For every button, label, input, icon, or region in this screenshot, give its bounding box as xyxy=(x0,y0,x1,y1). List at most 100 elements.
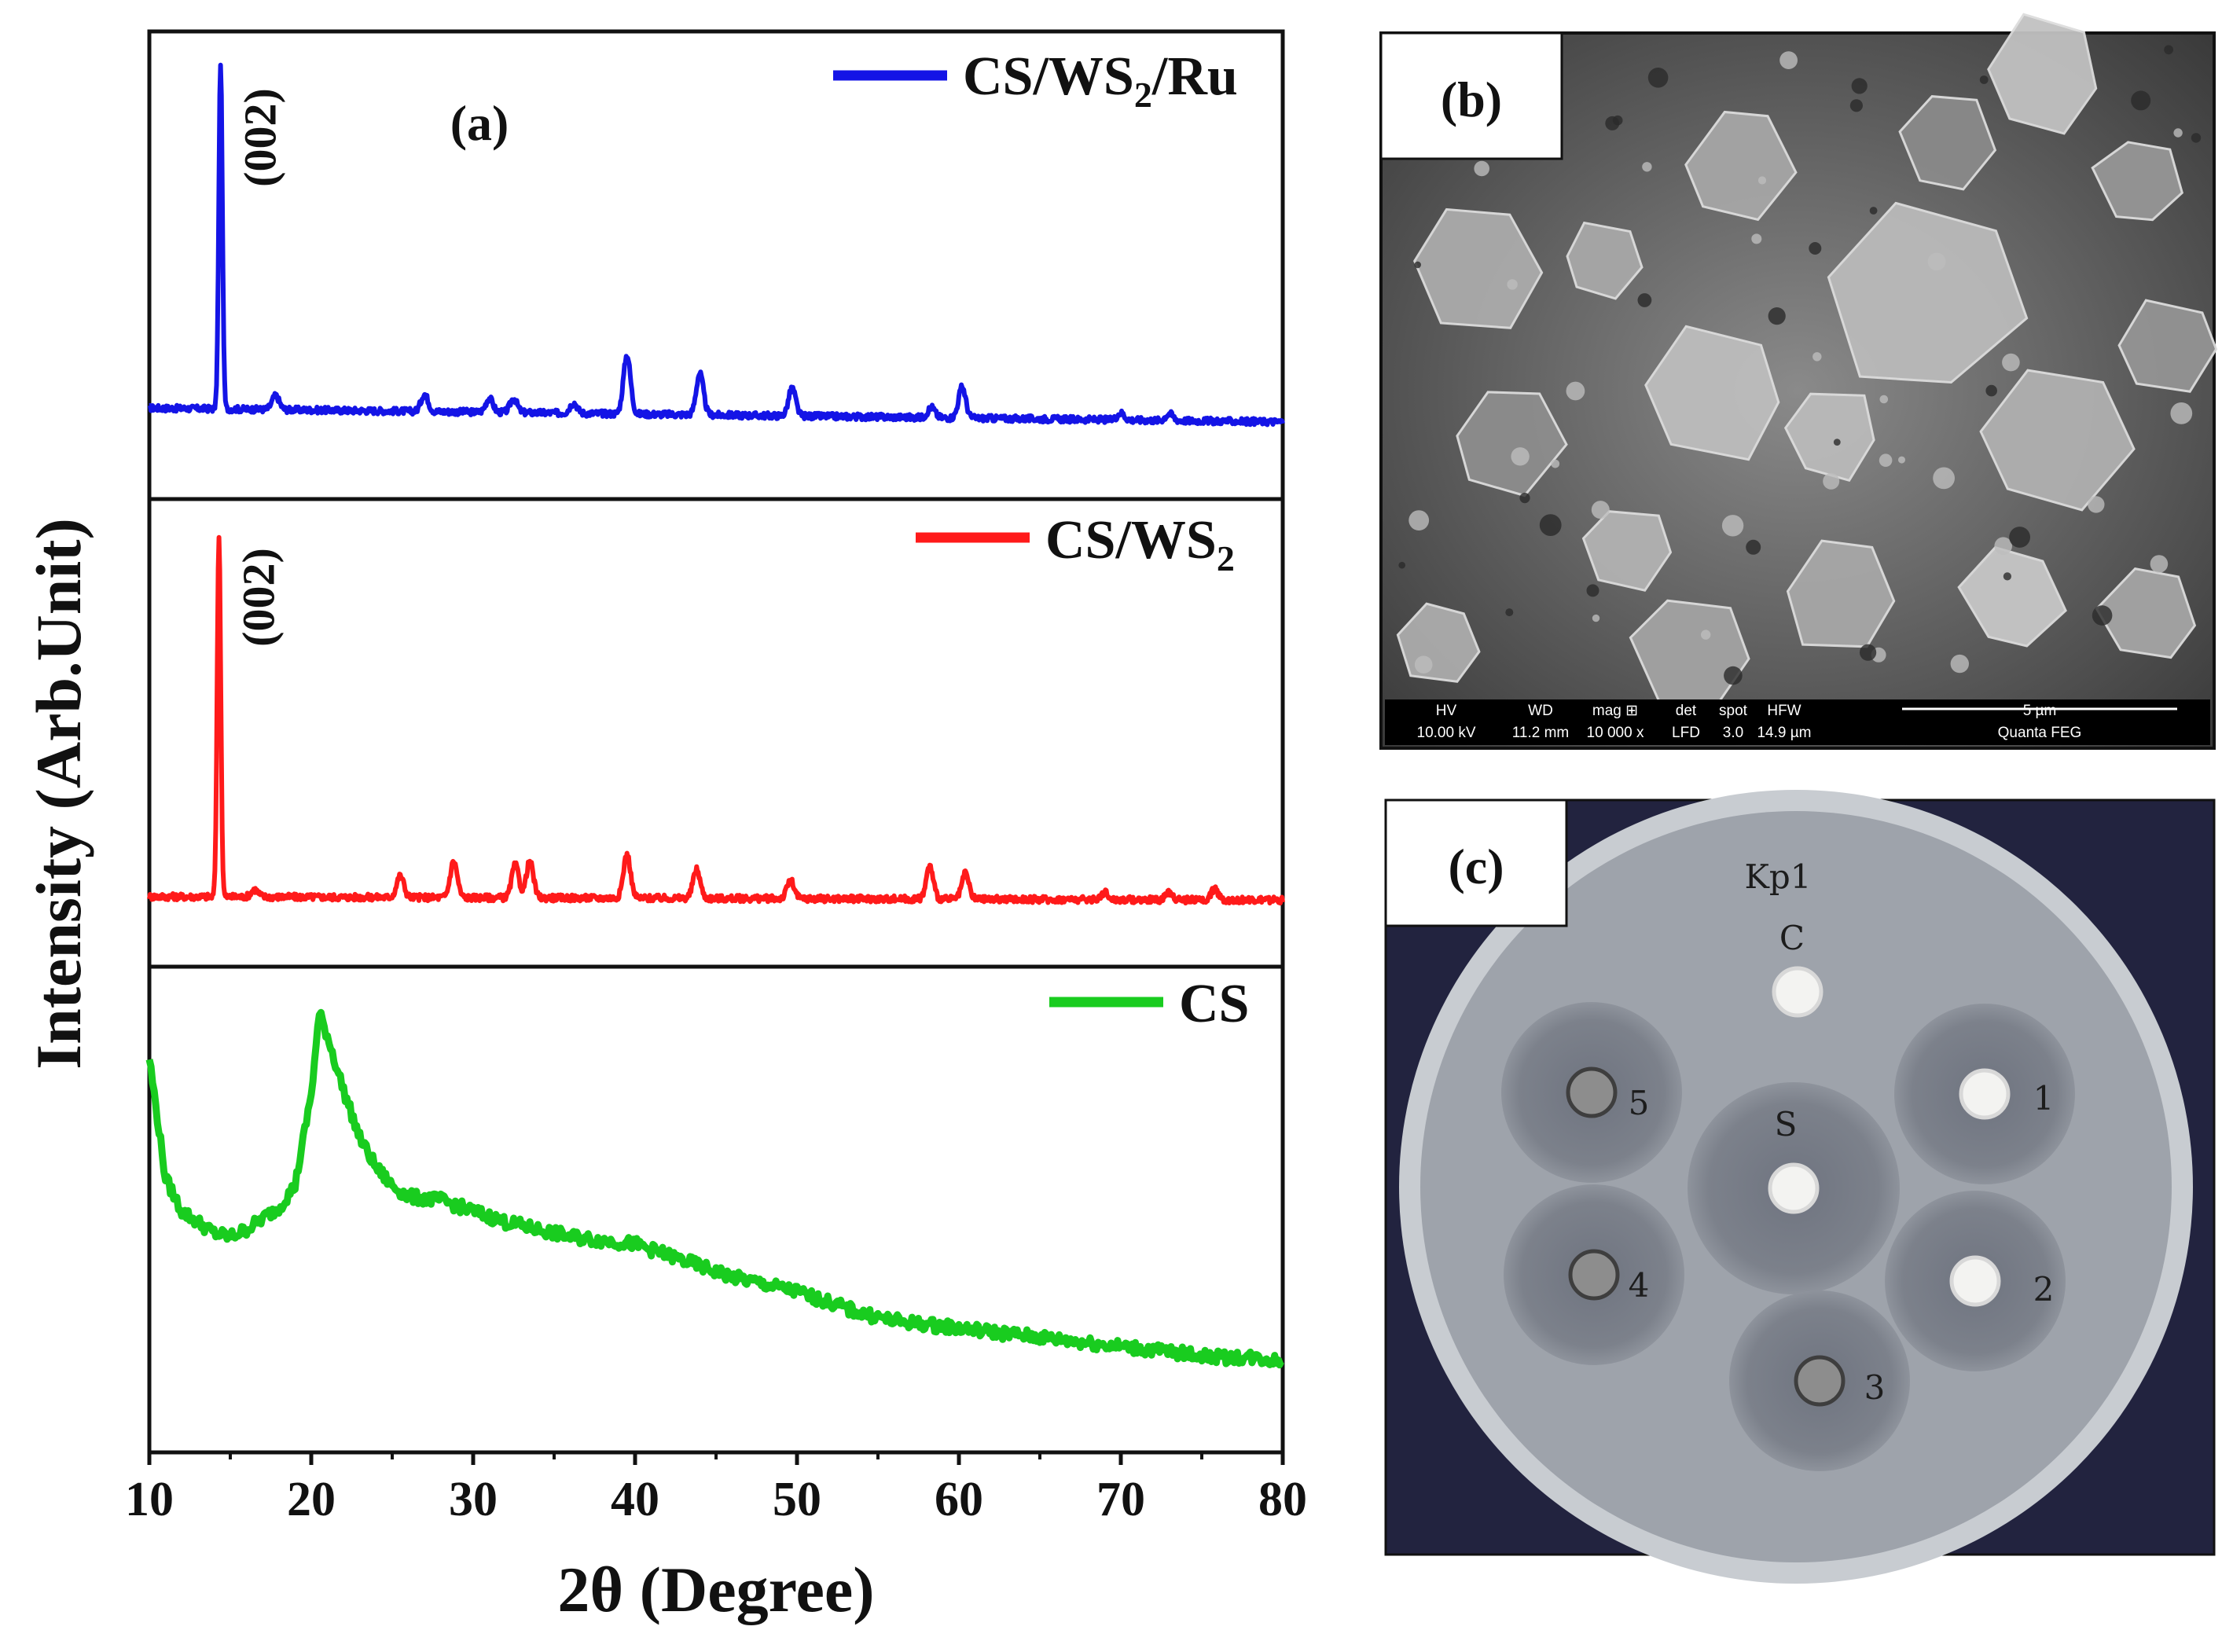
sem-particle xyxy=(2164,45,2174,55)
sem-particle xyxy=(1647,68,1669,88)
sem-crystal xyxy=(2091,141,2183,222)
x-tick-label: 50 xyxy=(773,1473,821,1526)
petri-dish-photo: C S 1 2 3 4 5 Kp1 (c) xyxy=(1384,790,2216,1584)
sem-particle xyxy=(1566,381,1585,401)
x-axis-title: 2θ (Degree) xyxy=(557,1554,874,1625)
sem-particle xyxy=(2088,496,2105,513)
sem-particle xyxy=(1505,608,1514,617)
sem-particle xyxy=(1408,510,1430,530)
panel-c-label: (c) xyxy=(1448,839,1504,894)
antibiotic-disc xyxy=(1768,1162,1820,1214)
peak-annotation-002: (002) xyxy=(235,88,286,187)
sem-databar-value: 11.2 mm xyxy=(1512,725,1570,741)
sem-particle xyxy=(1637,293,1652,307)
sem-particle xyxy=(2170,402,2193,424)
sem-particle xyxy=(1591,501,1610,519)
sem-particle xyxy=(1474,160,1489,177)
sem-particle xyxy=(1724,666,1743,685)
legend-label: CS/WS2 xyxy=(1045,510,1235,578)
sem-particle xyxy=(1414,655,1433,674)
disc-label: 1 xyxy=(2033,1079,2055,1118)
sem-databar-header: spot xyxy=(1719,703,1748,719)
disc-label: 2 xyxy=(2033,1270,2055,1309)
y-axis-title: Intensity (Arb.Unit) xyxy=(23,518,94,1070)
sem-particle xyxy=(2002,353,2020,372)
x-tick-label: 10 xyxy=(125,1473,174,1526)
xrd-chart: (002) (002) 10 20 30 40 50 60 70 80 CS/WS2/Ru CS/… xyxy=(23,29,1307,1625)
chart-traces: (002) (002) xyxy=(145,62,1285,1369)
panel-b-label: (b) xyxy=(1441,72,1502,127)
panel-b-label-box xyxy=(1379,31,1563,160)
sem-databar-value: 10.00 kV xyxy=(1417,725,1476,741)
sem-particle xyxy=(1414,261,1421,269)
x-tick-label: 70 xyxy=(1096,1473,1145,1526)
sem-particle xyxy=(1586,584,1599,597)
sem-particle xyxy=(1898,456,1905,464)
sem-databar-value: 10 000 x xyxy=(1587,725,1644,741)
sem-databar-value: 3.0 xyxy=(1723,725,1743,741)
sem-particle xyxy=(1551,459,1560,468)
x-axis-ticks: 10 20 30 40 50 60 70 80 xyxy=(125,1452,1307,1526)
sem-particle xyxy=(1933,467,1956,490)
sem-crystal xyxy=(1957,545,2067,648)
series-line-cs-ws2 xyxy=(147,534,1285,906)
sem-crystal xyxy=(1827,201,2029,384)
sem-particle xyxy=(1927,252,1946,271)
antibiotic-disc xyxy=(1794,1355,1846,1407)
chart-legends: CS/WS2/Ru CS/WS2 CS xyxy=(833,46,1249,1034)
antibiotic-discs: C S 1 2 3 4 5 xyxy=(1566,919,2055,1407)
sem-particle xyxy=(1701,630,1711,640)
sem-particle xyxy=(1950,654,1969,674)
sem-particle xyxy=(1779,51,1798,69)
sem-particle xyxy=(1751,233,1762,244)
sem-particle xyxy=(1979,75,1989,84)
antibiotic-disc xyxy=(1772,966,1823,1018)
disc-label: C xyxy=(1779,919,1805,957)
x-tick-label: 20 xyxy=(287,1473,336,1526)
sem-particle xyxy=(2150,555,2169,573)
sem-particle xyxy=(1823,472,1840,490)
sem-crystal xyxy=(1581,510,1673,592)
legend-label: CS/WS2/Ru xyxy=(963,46,1238,115)
sem-particle xyxy=(1809,242,1822,255)
sem-particle xyxy=(1398,561,1405,569)
sem-particle xyxy=(1812,352,1822,362)
x-tick-label: 60 xyxy=(935,1473,983,1526)
panel-c-label-box xyxy=(1384,798,1568,927)
sem-particle xyxy=(1985,384,1997,397)
antibiotic-disc xyxy=(1949,1255,2001,1307)
sem-crystal xyxy=(1783,392,1875,483)
x-tick-label: 30 xyxy=(449,1473,498,1526)
sem-crystal xyxy=(1413,207,1544,329)
sem-crystal xyxy=(1987,13,2098,135)
sem-particle xyxy=(2173,128,2183,138)
sem-databar-header: mag ⊞ xyxy=(1592,703,1638,719)
sem-crystal xyxy=(1898,95,1997,191)
chart-frames xyxy=(147,29,1285,1455)
sem-particle xyxy=(1519,493,1530,504)
x-tick-label: 40 xyxy=(611,1473,659,1526)
peak-annotation-002: (002) xyxy=(233,548,285,647)
sem-particle xyxy=(1507,279,1518,290)
sem-crystal xyxy=(2117,299,2218,393)
sem-particle xyxy=(1869,207,1878,215)
sem-particle xyxy=(1592,614,1600,622)
sem-databar-header: WD xyxy=(1528,703,1553,719)
sem-particle xyxy=(2191,133,2202,143)
sem-databar-header: HV xyxy=(1436,703,1457,719)
sem-particle xyxy=(2131,90,2151,111)
series-line-cs-ws2-ru xyxy=(148,62,1285,428)
sem-databar-bg xyxy=(1385,699,2210,745)
sem-particle xyxy=(1879,395,1889,404)
sem-instrument-label: Quanta FEG xyxy=(1998,725,2082,741)
sem-particle xyxy=(1511,447,1530,466)
x-tick-label: 80 xyxy=(1258,1473,1307,1526)
sem-crystals xyxy=(1396,13,2218,709)
sem-databar-value: 14.9 µm xyxy=(1757,725,1811,741)
sem-particle xyxy=(1612,115,1623,126)
sem-databar-value: LFD xyxy=(1672,725,1700,741)
sem-scale-label: 5 µm xyxy=(2023,703,2057,719)
antibiotic-disc xyxy=(1566,1066,1618,1118)
